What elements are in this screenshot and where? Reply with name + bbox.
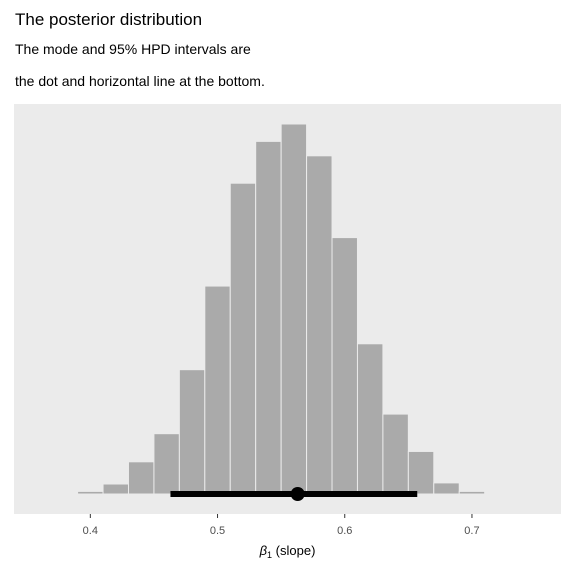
histogram-bar <box>102 483 129 495</box>
histogram-bar <box>433 482 460 495</box>
x-tick-label: 0.4 <box>83 525 98 537</box>
histogram-bar <box>306 155 333 495</box>
x-tick-label: 0.5 <box>210 525 225 537</box>
histogram-bar <box>255 140 282 495</box>
chart-title: The posterior distribution <box>15 10 203 29</box>
chart-subtitle-line-1: The mode and 95% HPD intervals are <box>15 41 251 57</box>
histogram-bar <box>356 343 384 495</box>
histogram-bar <box>331 237 358 495</box>
histogram-bar <box>178 369 206 495</box>
histogram-bar <box>407 450 435 495</box>
histogram-bar <box>458 490 486 495</box>
histogram-bar <box>204 285 231 495</box>
x-axis-title: β1 (slope) <box>259 543 316 560</box>
chart-subtitle-line-2: the dot and horizontal line at the botto… <box>15 73 265 89</box>
histogram-bar <box>382 413 409 495</box>
histogram-bar <box>127 461 155 495</box>
histogram-bar <box>153 433 180 495</box>
x-tick-label: 0.6 <box>337 525 352 537</box>
histogram-bar <box>229 182 257 495</box>
histogram-bar <box>77 490 104 495</box>
histogram-bar <box>280 123 308 495</box>
x-tick-label: 0.7 <box>464 525 479 537</box>
mode-point <box>290 487 305 501</box>
